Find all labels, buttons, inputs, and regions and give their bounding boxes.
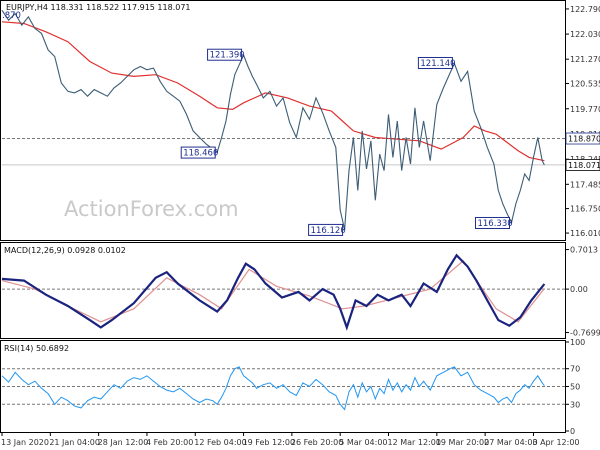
rsi-tick-label: 100: [570, 338, 585, 347]
price-tick-label: 122.790: [570, 5, 600, 14]
watermark: ActionForex.com: [64, 197, 239, 221]
macd-label: MACD(12,26,9) 0.0928 0.0102: [4, 246, 126, 255]
time-tick-label: 27 Mar 04:00: [484, 438, 537, 447]
rsi-tick-label: 70: [570, 365, 580, 374]
annotation-box: [308, 223, 344, 236]
time-tick-label: 12 Mar 12:00: [388, 438, 441, 447]
rsi-axis: 100 70 50 30 0: [565, 338, 585, 436]
macd-tick-label: 0.00: [570, 285, 588, 294]
moving-average-layer: [1, 21, 545, 162]
rsi-line: [1, 366, 545, 411]
price-tick-label: 119.770: [570, 105, 600, 114]
price-tick-label: 120.535: [570, 79, 600, 88]
annotation-layer: 121.390 118.460 116.120 121.140 116.330: [180, 48, 513, 236]
left-cut-label: .870: [2, 11, 21, 21]
price-tick-label: 117.485: [570, 180, 600, 189]
price-tag-label: 118.870: [568, 135, 600, 144]
macd-line-layer: [1, 253, 546, 331]
macd-axis: 0.7013 0.00 -0.7699: [565, 246, 600, 337]
annotation-label: 116.330: [477, 219, 512, 229]
rsi-tick-label: 50: [570, 383, 580, 392]
price-tick-label: 122.030: [570, 30, 600, 39]
time-tick-label: 4 Feb 20:00: [146, 438, 193, 447]
price-line-layer: [1, 9, 545, 230]
annotation-label: 121.390: [210, 51, 245, 61]
time-tick-label: 26 Feb 20:00: [291, 438, 343, 447]
price-tag-label: 118.071: [568, 161, 600, 170]
annotation-label: 116.120: [311, 226, 346, 236]
chart-header: EURJPY,H4 118.331 118.522 117.915 118.07…: [6, 3, 191, 12]
moving-average-line: [1, 21, 545, 162]
price-tick-label: 121.270: [570, 55, 600, 64]
price-panel: [0, 0, 566, 241]
reference-line-layer: [2, 138, 565, 166]
price-tag: [565, 159, 600, 171]
price-panel-frame: [0, 0, 566, 241]
macd-line: [1, 253, 546, 331]
annotation-box: [180, 146, 216, 159]
time-tick-label: 19 Feb 12:00: [243, 438, 295, 447]
rsi-tick-label: 0: [570, 427, 575, 436]
macd-tick-label: -0.7699: [570, 328, 600, 337]
time-tick-label: 5 Mar 04:00: [339, 438, 387, 447]
annotation-box: [207, 48, 243, 61]
time-tick-label: 21 Jan 04:00: [49, 438, 100, 447]
price-line: [1, 9, 545, 230]
macd-tick-label: 0.7013: [570, 246, 598, 255]
rsi-label: RSI(14) 50.6892: [4, 344, 69, 353]
annotation-box: [417, 56, 453, 69]
price-tag: [565, 132, 600, 145]
time-tick-label: 19 Mar 20:00: [436, 438, 489, 447]
rsi-tick-label: 30: [570, 400, 580, 409]
price-axis: 122.790122.030121.270120.535119.770119.0…: [565, 5, 600, 238]
rsi-guide-layer: [2, 368, 565, 405]
time-tick-label: 13 Jan 2020: [1, 438, 49, 447]
time-tick-label: 12 Feb 04:00: [194, 438, 246, 447]
price-tick-label: 116.750: [570, 205, 600, 214]
time-tick-label: 28 Jan 12:00: [98, 438, 149, 447]
annotation-label: 121.140: [420, 59, 455, 69]
time-tick-label: 3 Apr 12:00: [532, 438, 579, 447]
annotation-label: 118.460: [183, 149, 218, 159]
annotation-box: [474, 216, 510, 229]
price-tick-label: 116.010: [570, 229, 600, 238]
rsi-line-layer: [1, 366, 545, 411]
